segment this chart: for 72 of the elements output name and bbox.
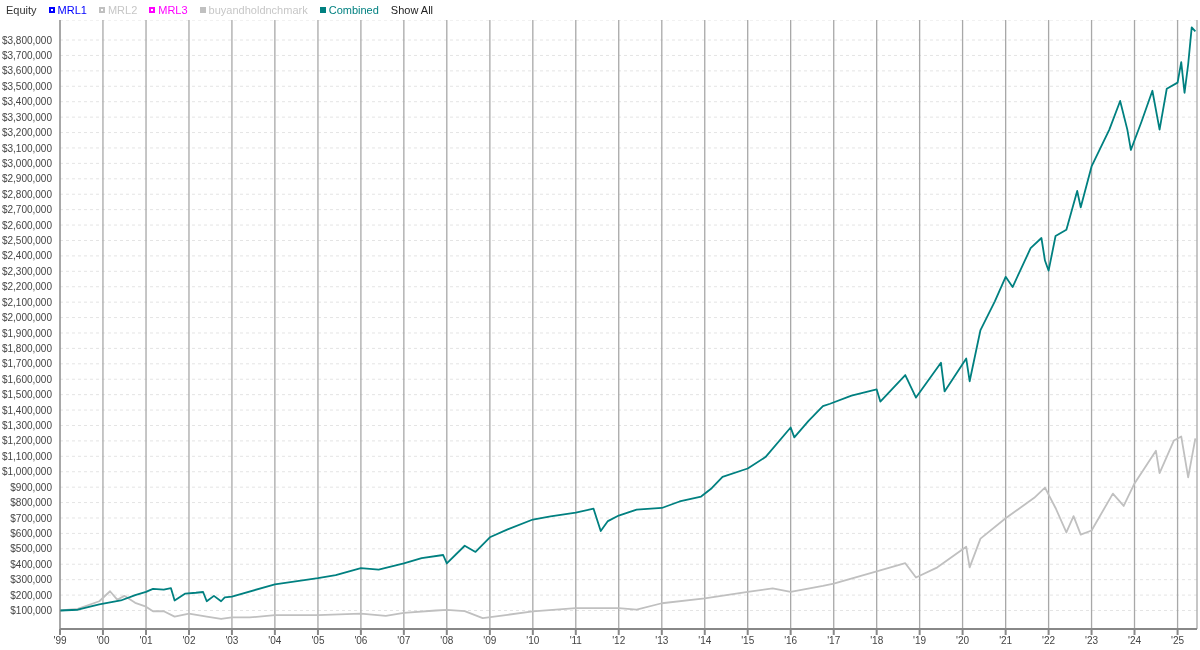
y-tick-label: $2,900,000 [1,173,53,185]
y-tick-label: $1,400,000 [1,404,53,416]
y-tick-label: $2,300,000 [1,265,53,277]
y-tick-label: $2,200,000 [1,281,53,293]
x-tick-label: '13 [655,635,669,647]
x-tick-label: '99 [53,635,67,647]
y-tick-label: $3,300,000 [1,111,53,123]
x-tick-label: '25 [1171,635,1185,647]
y-tick-label: $2,800,000 [1,188,53,200]
y-tick-label: $100,000 [10,605,53,617]
y-tick-label: $200,000 [10,589,53,601]
x-tick-label: '08 [440,635,454,647]
legend-label: Combined [328,4,379,16]
y-tick-label: $1,600,000 [1,373,53,385]
x-tick-label: '11 [569,635,583,647]
y-tick-label: $3,400,000 [1,96,53,108]
y-tick-label: $500,000 [10,543,53,555]
x-tick-label: '06 [354,635,368,647]
x-tick-label: '22 [1042,635,1056,647]
x-tick-label: '17 [827,635,841,647]
chart-title: Equity [6,4,37,16]
legend-label: buyandholdnchmark [208,4,308,16]
y-tick-label: $1,800,000 [1,342,53,354]
y-tick-label: $1,700,000 [1,358,53,370]
y-tick-label: $1,000,000 [1,466,53,478]
x-tick-label: '12 [612,635,626,647]
y-tick-label: $2,600,000 [1,219,53,231]
x-tick-label: '03 [225,635,239,647]
y-tick-label: $300,000 [10,574,53,586]
y-tick-label: $2,500,000 [1,235,53,247]
x-tick-label: '14 [698,635,712,647]
y-tick-label: $700,000 [10,512,53,524]
y-tick-label: $900,000 [10,481,53,493]
x-tick-label: '09 [483,635,497,647]
x-tick-label: '15 [741,635,755,647]
y-tick-label: $1,900,000 [1,327,53,339]
y-tick-label: $400,000 [10,558,53,570]
x-tick-label: '02 [182,635,196,647]
x-tick-label: '16 [784,635,798,647]
x-tick-label: '05 [311,635,325,647]
y-tick-label: $1,100,000 [1,450,53,462]
legend-label: MRL2 [107,4,138,16]
y-tick-label: $3,600,000 [1,65,53,77]
y-tick-label: $2,400,000 [1,250,53,262]
y-tick-label: $3,800,000 [1,34,53,46]
y-tick-label: $2,100,000 [1,296,53,308]
y-tick-label: $3,700,000 [1,50,53,62]
x-tick-label: '04 [268,635,282,647]
y-tick-label: $2,000,000 [1,312,53,324]
x-tick-label: '20 [956,635,970,647]
x-tick-label: '21 [999,635,1013,647]
y-tick-label: $3,500,000 [1,80,53,92]
y-tick-label: $3,200,000 [1,127,53,139]
legend-label: MRL1 [57,4,87,16]
x-tick-label: '24 [1127,635,1142,647]
y-tick-label: $1,200,000 [1,435,53,447]
x-tick-label: '19 [913,635,927,647]
y-tick-label: $3,100,000 [1,142,53,154]
legend-label: MRL3 [158,4,188,16]
y-tick-label: $1,300,000 [1,420,53,432]
x-tick-label: '18 [870,635,884,647]
y-tick-label: $800,000 [10,497,53,509]
y-tick-label: $2,700,000 [1,204,53,216]
y-tick-label: $1,500,000 [1,389,53,401]
x-tick-label: '10 [526,635,540,647]
x-tick-label: '07 [397,635,411,647]
x-tick-label: '00 [96,635,110,647]
text: Show All [390,4,434,16]
x-tick-label: '01 [139,635,153,647]
x-tick-label: '23 [1085,635,1099,647]
y-tick-label: $600,000 [10,527,53,539]
y-tick-label: $3,000,000 [1,157,53,169]
